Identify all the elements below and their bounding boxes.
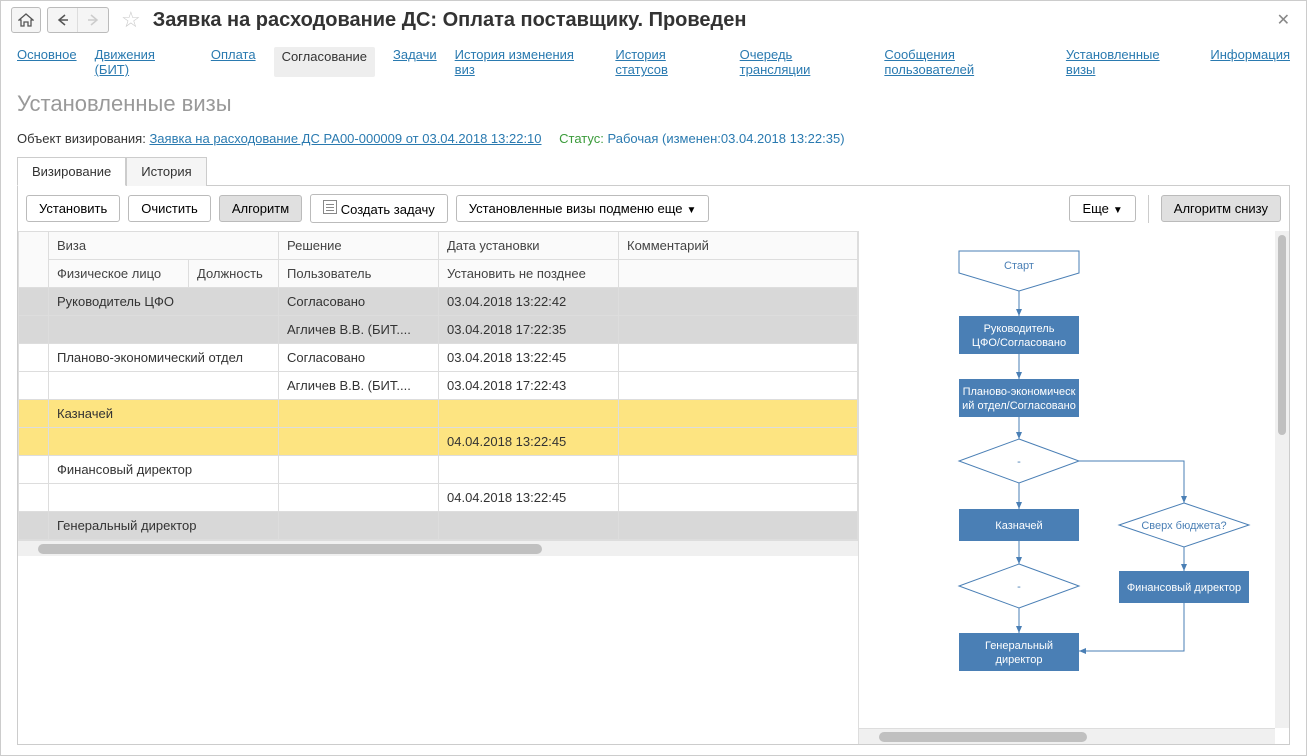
nav-tab[interactable]: Установленные визы <box>1066 47 1193 77</box>
flow-node[interactable]: - <box>959 439 1079 483</box>
nav-tab[interactable]: Информация <box>1210 47 1290 77</box>
nav-tab[interactable]: Задачи <box>393 47 437 77</box>
status-label: Статус: <box>559 131 604 146</box>
document-icon <box>323 200 337 214</box>
svg-text:-: - <box>1017 456 1021 468</box>
table-row[interactable]: 04.04.2018 13:22:45 <box>19 428 858 456</box>
svg-text:директор: директор <box>996 654 1043 666</box>
flow-node[interactable]: Казначей <box>959 509 1079 541</box>
close-button[interactable]: ✕ <box>1271 10 1296 30</box>
visa-table: Виза Решение Дата установки Комментарий … <box>18 231 858 540</box>
svg-text:-: - <box>1017 581 1021 593</box>
svg-text:Планово-экономическ: Планово-экономическ <box>963 386 1076 398</box>
flow-node[interactable]: Старт <box>959 251 1079 291</box>
svg-text:ий отдел/Согласовано: ий отдел/Согласовано <box>962 400 1076 412</box>
home-button[interactable] <box>11 7 41 33</box>
sub-tab[interactable]: Визирование <box>17 157 126 186</box>
th-person[interactable]: Физическое лицо <box>49 260 189 288</box>
th-visa[interactable]: Виза <box>49 232 279 260</box>
table-row[interactable]: Финансовый директор <box>19 456 858 484</box>
nav-tab[interactable]: Согласование <box>274 47 375 77</box>
back-button[interactable] <box>48 8 78 32</box>
main-panel: Установить Очистить Алгоритм Создать зад… <box>17 185 1290 745</box>
svg-text:Финансовый директор: Финансовый директор <box>1127 582 1241 594</box>
table-row[interactable]: Планово-экономический отделСогласовано03… <box>19 344 858 372</box>
right-hscrollbar[interactable] <box>859 728 1275 744</box>
table-row[interactable]: 04.04.2018 13:22:45 <box>19 484 858 512</box>
info-line: Объект визирования: Заявка на расходован… <box>1 127 1306 156</box>
nav-tab[interactable]: Оплата <box>211 47 256 77</box>
set-button[interactable]: Установить <box>26 195 120 222</box>
flow-node[interactable]: Генеральный директор <box>959 633 1079 671</box>
chevron-down-icon: ▼ <box>1113 205 1123 216</box>
flowchart-svg: Старт Руководитель ЦФО/Согласовано Планово-… <box>869 241 1269 691</box>
more-button[interactable]: Еще▼ <box>1069 195 1135 222</box>
visa-table-pane: Виза Решение Дата установки Комментарий … <box>18 231 859 744</box>
svg-text:ЦФО/Согласовано: ЦФО/Согласовано <box>972 337 1066 349</box>
th-deadline[interactable]: Установить не позднее <box>439 260 619 288</box>
forward-button[interactable] <box>78 8 108 32</box>
nav-tab[interactable]: История статусов <box>615 47 721 77</box>
svg-text:Сверх бюджета?: Сверх бюджета? <box>1141 520 1226 532</box>
right-vscrollbar[interactable] <box>1275 231 1289 728</box>
nav-tab[interactable]: Движения (БИТ) <box>95 47 193 77</box>
table-row[interactable]: Агличев В.В. (БИТ....03.04.2018 17:22:43 <box>19 372 858 400</box>
nav-tab[interactable]: Очередь трансляции <box>740 47 867 77</box>
svg-text:Казначей: Казначей <box>995 520 1042 532</box>
table-row[interactable]: Казначей <box>19 400 858 428</box>
nav-tab[interactable]: История изменения виз <box>455 47 598 77</box>
nav-back-forward <box>47 7 109 33</box>
top-toolbar: ☆ Заявка на расходование ДС: Оплата пост… <box>1 1 1306 39</box>
nav-tab[interactable]: Сообщения пользователей <box>884 47 1048 77</box>
page-title: Заявка на расходование ДС: Оплата постав… <box>153 9 747 32</box>
flowchart-pane: Старт Руководитель ЦФО/Согласовано Планово-… <box>859 231 1289 744</box>
status-value: Рабочая (изменен:03.04.2018 13:22:35) <box>607 131 844 146</box>
favorite-star-icon[interactable]: ☆ <box>121 7 141 33</box>
flow-node[interactable]: Планово-экономическ ий отдел/Согласовано <box>959 379 1079 417</box>
chevron-down-icon: ▼ <box>686 205 696 216</box>
svg-text:Руководитель: Руководитель <box>984 323 1055 335</box>
visas-more-button[interactable]: Установленные визы подменю еще▼ <box>456 195 710 222</box>
th-user[interactable]: Пользователь <box>279 260 439 288</box>
flow-node[interactable]: Финансовый директор <box>1119 571 1249 603</box>
object-link[interactable]: Заявка на расходование ДС РА00-000009 от… <box>149 131 541 146</box>
th-position[interactable]: Должность <box>189 260 279 288</box>
clear-button[interactable]: Очистить <box>128 195 211 222</box>
nav-tabs: Основное Движения (БИТ) Оплата Согласование… <box>1 39 1306 87</box>
nav-tab[interactable]: Основное <box>17 47 77 77</box>
table-row[interactable]: Генеральный директор <box>19 512 858 540</box>
flow-node[interactable]: Сверх бюджета? <box>1119 503 1249 547</box>
table-row[interactable]: Агличев В.В. (БИТ....03.04.2018 17:22:35 <box>19 316 858 344</box>
flow-node[interactable]: Руководитель ЦФО/Согласовано <box>959 316 1079 354</box>
algorithm-below-button[interactable]: Алгоритм снизу <box>1161 195 1281 222</box>
create-task-button[interactable]: Создать задачу <box>310 194 448 223</box>
section-heading: Установленные визы <box>1 87 1306 127</box>
sub-tab[interactable]: История <box>126 157 206 186</box>
table-row[interactable]: Руководитель ЦФОСогласовано03.04.2018 13… <box>19 288 858 316</box>
algorithm-button[interactable]: Алгоритм <box>219 195 302 222</box>
object-label: Объект визирования: <box>17 131 146 146</box>
left-hscrollbar[interactable] <box>18 540 858 556</box>
svg-text:Генеральный: Генеральный <box>985 640 1053 652</box>
sub-tabs: ВизированиеИстория <box>1 156 1306 185</box>
th-decision[interactable]: Решение <box>279 232 439 260</box>
panel-toolbar: Установить Очистить Алгоритм Создать зад… <box>18 186 1289 231</box>
svg-text:Старт: Старт <box>1004 260 1034 272</box>
flow-node[interactable]: - <box>959 564 1079 608</box>
th-install-date[interactable]: Дата установки <box>439 232 619 260</box>
th-comment[interactable]: Комментарий <box>619 232 858 260</box>
